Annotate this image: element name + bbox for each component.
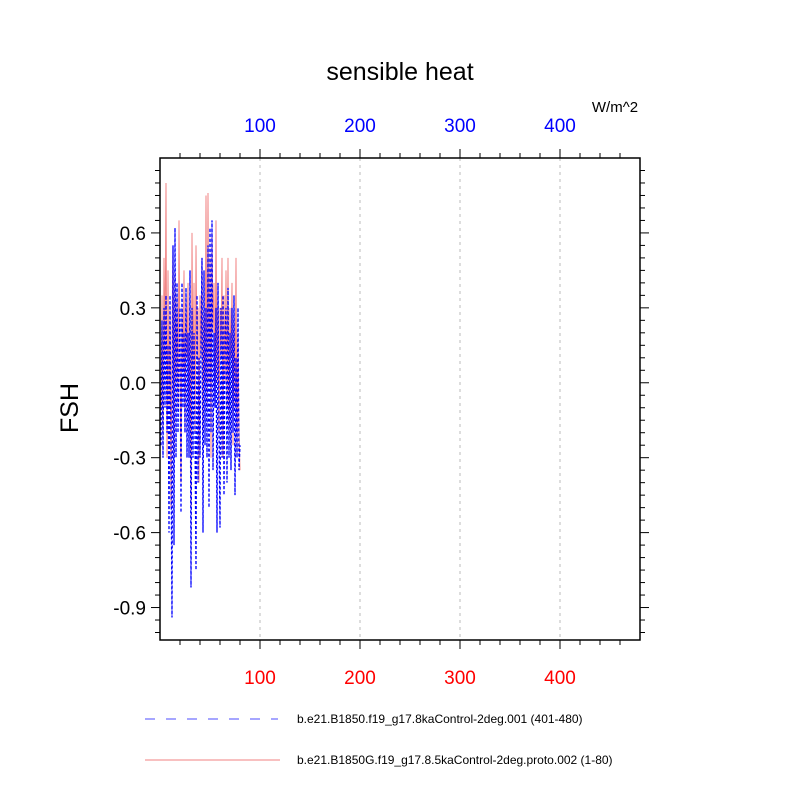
y-tick-label: -0.6 [113,524,146,545]
top-x-tick-label: 300 [444,116,476,137]
y-tick-label: 0.0 [120,374,146,395]
y-tick-label: -0.9 [113,599,146,620]
chart-title: sensible heat [326,58,473,86]
y-tick-label: 0.6 [120,224,146,245]
y-axis-label: FSH [56,383,84,433]
top-x-tick-label: 100 [244,116,276,137]
legend-entry-series-2: b.e21.B1850G.f19_g17.8.5kaControl-2deg.p… [297,753,613,767]
legend-entry-series-1: b.e21.B1850.f19_g17.8kaControl-2deg.001 … [297,712,583,726]
bottom-x-tick-label: 100 [244,668,276,689]
top-x-tick-label: 200 [344,116,376,137]
units-label: W/m^2 [592,99,638,116]
y-tick-label: -0.3 [113,449,146,470]
top-x-tick-label: 400 [544,116,576,137]
bottom-x-tick-label: 200 [344,668,376,689]
series-line-1 [160,220,241,618]
bottom-x-tick-label: 400 [544,668,576,689]
plot-frame [159,157,641,641]
axis-labels: 0.6 0.3 0.0 -0.3 -0.6 -0.9 100 200 300 400 100 200 3… [113,116,576,689]
legend: b.e21.B1850.f19_g17.8kaControl-2deg.001 … [145,712,613,767]
bottom-x-tick-label: 300 [444,668,476,689]
y-tick-label: 0.3 [120,299,146,320]
series-layer [160,182,241,618]
axis-ticks [151,149,649,649]
grid-lines [259,158,561,640]
